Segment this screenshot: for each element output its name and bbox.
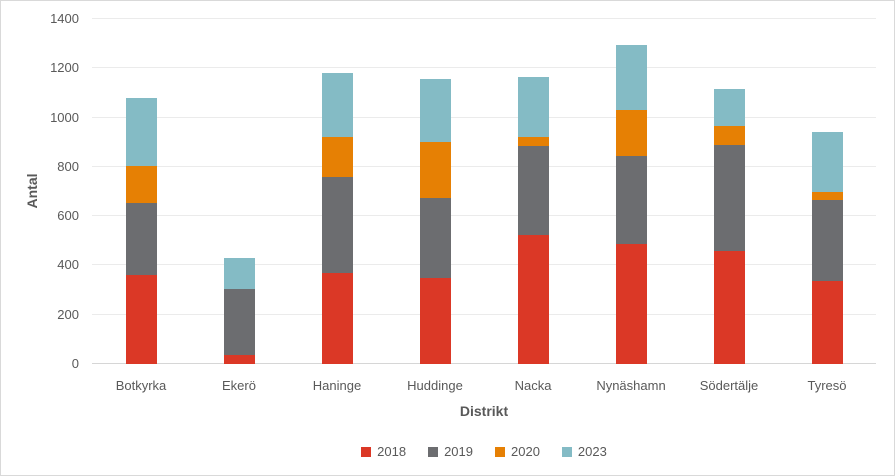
legend-label: 2018: [377, 444, 407, 459]
legend-item-2019: 2019: [428, 444, 473, 459]
legend-swatch-icon: [428, 446, 439, 457]
x-tick-label-huddinge: Huddinge: [407, 378, 463, 393]
legend-swatch-icon: [361, 446, 372, 457]
bar-segment-2018: [811, 281, 843, 364]
bar-segment-2020: [125, 165, 157, 203]
legend-label: 2019: [444, 444, 473, 459]
y-tick-label: 800: [57, 158, 79, 174]
bar-segment-2020: [811, 191, 843, 201]
x-tick-label-botkyrka: Botkyrka: [115, 378, 167, 393]
bar-segment-2018: [517, 234, 549, 364]
bar-huddinge: [419, 79, 451, 364]
bar-segment-2020: [321, 137, 353, 177]
x-axis-title: Distrikt: [459, 403, 509, 419]
x-axis-line: [92, 363, 876, 364]
bar-segment-2019: [615, 155, 647, 245]
grid-line: [92, 215, 876, 217]
grid-line: [92, 67, 876, 69]
y-tick-label: 1000: [50, 109, 79, 125]
bar-segment-2019: [811, 200, 843, 282]
bar-segment-2018: [321, 272, 353, 364]
x-tick-label-ekerö: Ekerö: [222, 378, 256, 393]
grid-line: [92, 264, 876, 266]
grid-line: [92, 165, 876, 167]
bar-segment-2023: [321, 73, 353, 138]
y-tick-label: 600: [57, 208, 79, 224]
legend-label: 2023: [577, 444, 607, 459]
bar-ekerö: [223, 258, 255, 364]
grid-line: [92, 18, 876, 19]
bar-segment-2018: [419, 277, 451, 364]
grid-line: [92, 313, 876, 315]
legend-item-2020: 2020: [495, 444, 540, 459]
y-tick-label: 1200: [50, 60, 79, 76]
x-tick-label-södertälje: Södertälje: [699, 378, 759, 393]
bar-nacka: [517, 76, 549, 364]
bar-segment-2023: [223, 258, 255, 289]
x-tick-label-haninge: Haninge: [312, 378, 362, 393]
bar-segment-2023: [125, 97, 157, 166]
bar-segment-2020: [419, 142, 451, 198]
bar-segment-2020: [615, 110, 647, 156]
bar-segment-2018: [125, 275, 157, 364]
plot-area: [92, 18, 876, 364]
legend: 2018 2019 2020 2023: [92, 444, 876, 459]
y-tick-label: 1400: [50, 11, 79, 26]
bar-segment-2019: [125, 202, 157, 276]
bar-segment-2020: [517, 137, 549, 146]
x-tick-label-tyresö: Tyresö: [807, 378, 847, 393]
x-tick-label-nacka: Nacka: [514, 378, 552, 393]
bar-segment-2018: [615, 244, 647, 364]
bar-segment-2020: [713, 126, 745, 145]
legend-swatch-icon: [495, 446, 505, 457]
bar-segment-2023: [517, 76, 549, 138]
bar-botkyrka: [125, 97, 157, 364]
legend-label: 2020: [511, 444, 540, 459]
legend-swatch-icon: [561, 446, 572, 457]
bar-segment-2019: [419, 197, 451, 278]
bar-tyresö: [811, 132, 843, 364]
grid-line: [92, 116, 876, 118]
legend-item-2023: 2023: [561, 444, 607, 459]
bar-segment-2019: [713, 144, 745, 251]
x-axis-ticks: Botkyrka Ekerö Haninge Huddinge Nacka Nynäsha…: [92, 378, 876, 396]
bar-segment-2023: [713, 89, 745, 127]
bar-segment-2023: [419, 79, 451, 143]
bar-segment-2019: [223, 288, 255, 356]
y-tick-label: 200: [57, 306, 79, 322]
bar-nynäshamn: [615, 44, 647, 364]
bar-segment-2023: [615, 44, 647, 111]
bar-segment-2018: [223, 355, 255, 364]
bar-haninge: [321, 73, 353, 364]
bar-segment-2019: [321, 176, 353, 273]
bar-segment-2018: [713, 250, 745, 364]
x-tick-label-nynäshamn: Nynäshamn: [596, 378, 666, 393]
y-tick-label: 400: [57, 257, 79, 273]
y-tick-label: 0: [71, 356, 79, 371]
bar-segment-2019: [517, 145, 549, 235]
bar-södertälje: [713, 89, 745, 364]
legend-item-2018: 2018: [361, 444, 406, 459]
bar-segment-2023: [811, 132, 843, 192]
y-axis-ticks: 0 200 400 600 800 1000 1200 1400: [1, 11, 79, 371]
